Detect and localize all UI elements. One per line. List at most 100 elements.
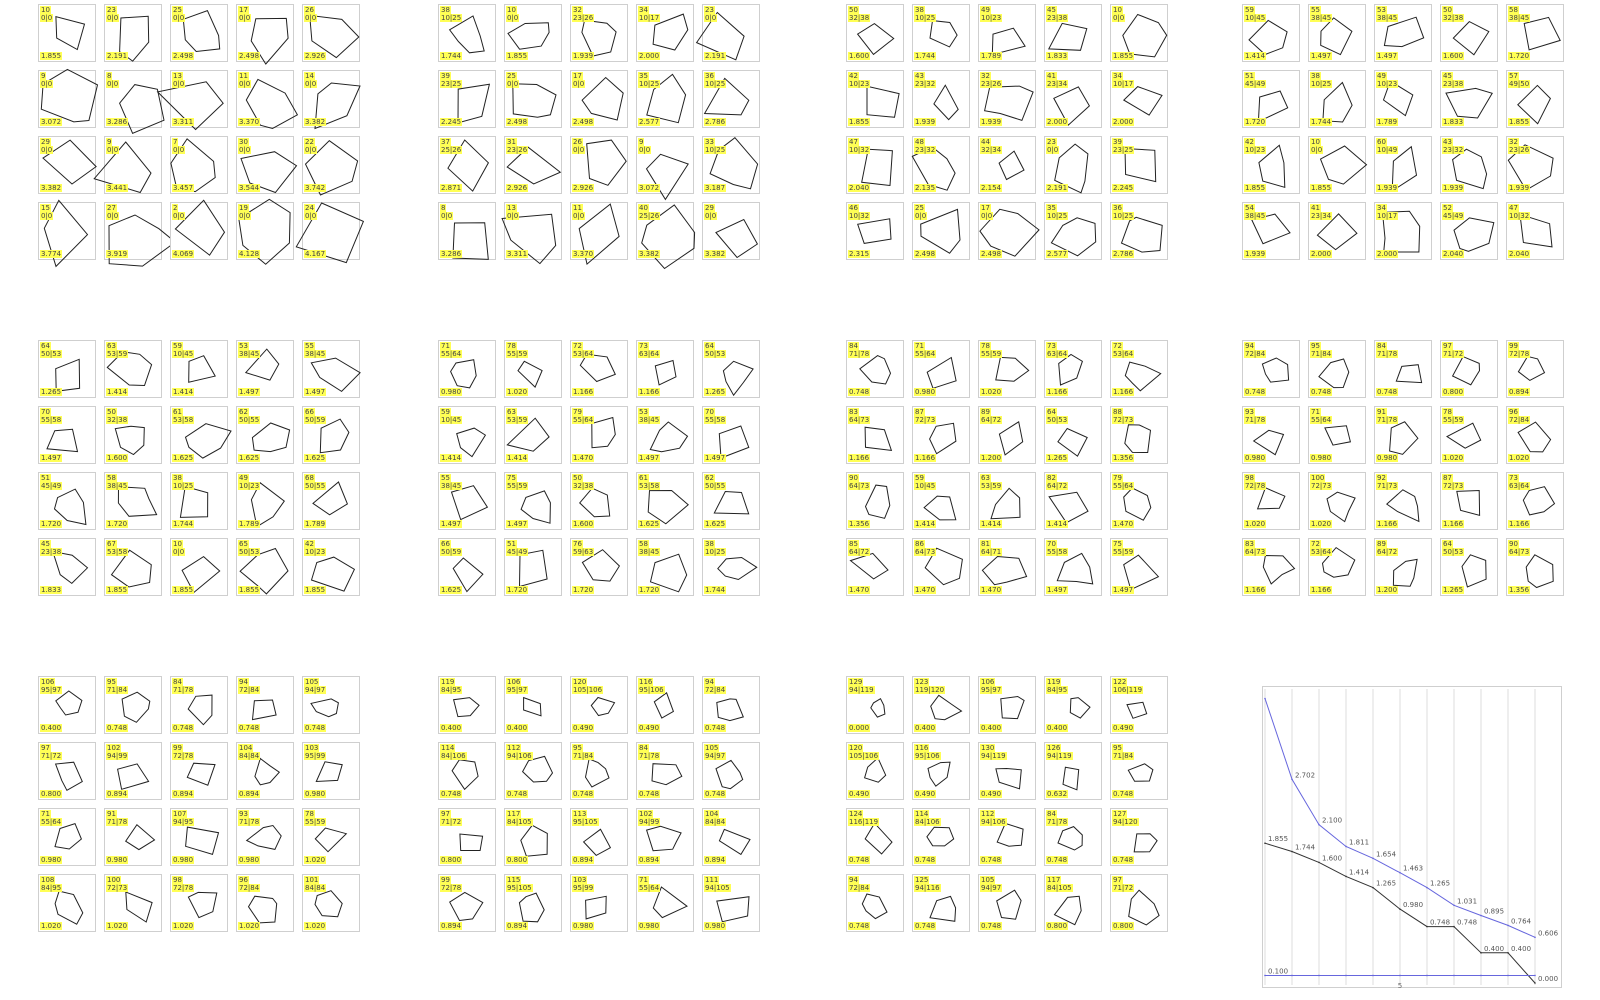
panel-parents-label: 71|78	[1376, 416, 1399, 424]
panel-parents-label: 53|58	[638, 482, 661, 490]
panel-parents-label: 84|106	[440, 752, 467, 760]
data-label-2: 0.748	[1430, 919, 1450, 927]
panel-parents-label: 23|26	[1508, 146, 1531, 154]
polygon-shape	[186, 762, 216, 786]
shape-drawing	[1517, 355, 1546, 381]
shape-drawing	[859, 355, 892, 385]
panel-id-label: 114	[440, 744, 456, 752]
shape-panel: 55 38|45 1.497	[302, 340, 361, 398]
panel-score-label: 1.166	[572, 388, 595, 396]
shape-panel: 42 10|23 1.855	[846, 70, 904, 128]
panel-parents-label: 10|25	[704, 80, 727, 88]
panel-id-label: 96	[238, 876, 249, 884]
polygon-shape	[579, 487, 611, 518]
panel-id-label: 92	[1376, 474, 1387, 482]
panel-score-label: 3.774	[40, 250, 63, 258]
polygon-shape	[54, 822, 83, 850]
panel-parents-label: 72|84	[238, 884, 261, 892]
polygon-shape	[979, 208, 1040, 257]
data-label-2: 0.748	[1457, 919, 1477, 927]
panel-parents-label: 0|0	[1046, 146, 1060, 154]
panel-parents-label: 95|105	[572, 818, 599, 826]
panel-parents-label: 71|78	[106, 818, 129, 826]
panel-id-label: 99	[1508, 342, 1519, 350]
shape-panel: 30 0|0 3.544	[236, 136, 298, 194]
panel-score-label: 1.855	[1310, 184, 1333, 192]
shape-panel: 10 0|0 1.855	[170, 538, 228, 596]
shape-panel: 70 55|58 1.497	[1044, 538, 1102, 596]
panel-id-label: 117	[506, 810, 522, 818]
panel-parents-label: 53|64	[572, 350, 595, 358]
polygon-shape	[40, 68, 99, 123]
panel-score-label: 3.457	[172, 184, 195, 192]
panel-id-label: 32	[980, 72, 991, 80]
shape-drawing	[240, 151, 298, 194]
shape-panel: 19 0|0 4.128	[236, 198, 294, 265]
shape-panel: 25 0|0 2.498	[504, 70, 562, 128]
shape-panel: 106 95|97 0.400	[978, 676, 1036, 734]
shape-panel: 14 0|0 3.382	[302, 70, 361, 130]
panel-score-label: 1.600	[1442, 52, 1465, 60]
polygon-shape	[54, 761, 83, 791]
panel-score-label: 4.128	[238, 250, 261, 258]
polygon-shape	[507, 22, 550, 50]
polygon-shape	[251, 699, 277, 721]
panel-id-label: 122	[1112, 678, 1128, 686]
shape-drawing	[996, 822, 1024, 847]
series-point-2	[1372, 886, 1374, 889]
panel-score-label: 2.577	[638, 118, 661, 126]
shape-panel: 124 116|119 0.748	[846, 808, 904, 866]
shape-drawing	[929, 895, 957, 922]
shape-drawing	[1319, 145, 1368, 185]
shape-drawing	[1258, 144, 1286, 188]
shape-panel: 11 0|0 3.370	[236, 70, 299, 130]
panel-id-label: 45	[1046, 6, 1057, 14]
shape-drawing	[314, 827, 348, 853]
panel-id-label: 95	[1310, 342, 1321, 350]
panel-score-label: 0.800	[40, 790, 63, 798]
polygon-shape	[861, 148, 893, 187]
shape-panel: 52 45|49 2.040	[1440, 202, 1498, 260]
shape-panel: 78 55|59 1.020	[302, 808, 360, 866]
shape-panel: 75 55|59 1.497	[504, 472, 562, 530]
panel-parents-label: 23|26	[980, 80, 1003, 88]
panel-parents-label: 10|32	[848, 146, 871, 154]
panel-parents-label: 0|0	[506, 212, 520, 220]
panel-score-label: 1.833	[1046, 52, 1069, 60]
shape-drawing	[695, 11, 745, 61]
shape-drawing	[1451, 355, 1481, 386]
panel-parents-label: 72|84	[1508, 416, 1531, 424]
panel-parents-label: 25|26	[638, 212, 661, 220]
shape-panel: 72 53|64 1.166	[1308, 538, 1366, 596]
shape-panel: 53 38|45 1.497	[636, 406, 694, 464]
shape-panel: 53 38|45 1.497	[1374, 4, 1432, 62]
shape-drawing	[501, 213, 557, 265]
panel-id-label: 87	[914, 408, 925, 416]
shape-panel: 102 94|99 0.894	[636, 808, 694, 866]
panel-score-label: 1.200	[1376, 586, 1399, 594]
panel-id-label: 99	[440, 876, 451, 884]
panel-id-label: 100	[1310, 474, 1326, 482]
shape-panel: 24 0|0 4.167	[295, 202, 365, 264]
polygon-shape	[457, 83, 491, 124]
shape-panel: 94 72|84 0.748	[846, 874, 904, 932]
panel-parents-label: 106|119	[1112, 686, 1144, 694]
panel-id-label: 94	[1244, 342, 1255, 350]
panel-score-label: 1.939	[914, 118, 937, 126]
shape-drawing	[709, 137, 759, 190]
panel-parents-label: 38|45	[440, 482, 463, 490]
panel-parents-label: 55|64	[40, 818, 63, 826]
shape-panel: 38 10|25 1.744	[170, 472, 228, 530]
shape-panel: 83 64|73 1.166	[846, 406, 904, 464]
shape-drawing	[718, 425, 750, 459]
panel-parents-label: 84|95	[40, 884, 63, 892]
panel-parents-label: 84|84	[704, 818, 727, 826]
panel-score-label: 1.744	[172, 520, 195, 528]
shape-drawing	[1385, 489, 1420, 523]
polygon-shape	[647, 489, 689, 525]
panel-score-label: 1.720	[1244, 118, 1267, 126]
polygon-shape	[46, 428, 79, 453]
shape-drawing	[523, 696, 542, 717]
panel-parents-label: 64|72	[1376, 548, 1399, 556]
panel-parents-label: 63|64	[638, 350, 661, 358]
